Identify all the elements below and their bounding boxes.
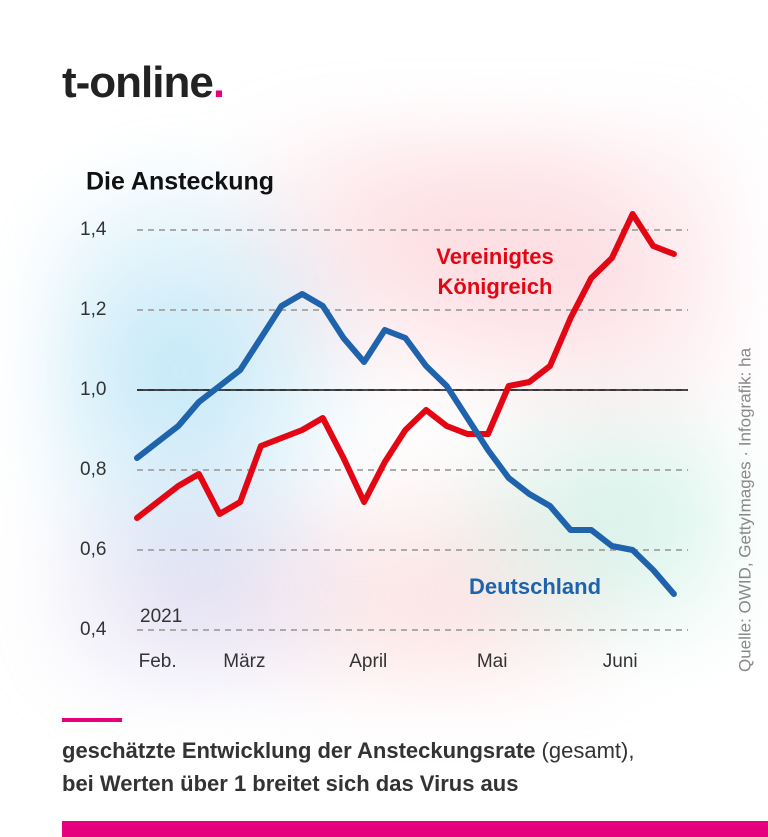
y-tick-label: 1,4 <box>80 219 107 240</box>
logo-dot: . <box>212 58 225 107</box>
y-tick-label: 0,6 <box>80 539 106 560</box>
series-label: Vereinigtes Königreich <box>436 244 554 299</box>
y-tick-label: 0,4 <box>80 619 107 640</box>
x-tick-label: Feb. <box>139 651 177 672</box>
footer-bar <box>62 821 768 837</box>
logo-text: t-online <box>62 58 214 107</box>
source: Quelle: OWID, GettyImages · Infografik: … <box>735 347 754 672</box>
caption-bold: geschätzte Entwicklung der Ansteckungsra… <box>62 738 536 763</box>
line-series <box>134 211 677 521</box>
y-tick-label: 0,8 <box>80 459 106 480</box>
logo: t-online. <box>62 58 225 108</box>
background <box>40 120 740 700</box>
y-tick-label: 1,2 <box>80 299 106 320</box>
y-tick-label: 1,0 <box>80 379 106 400</box>
x-tick-label: April <box>349 651 387 672</box>
chart-title: Die Ansteckung <box>86 168 274 196</box>
accent-line <box>62 718 122 722</box>
series-label: Deutschland <box>468 574 602 599</box>
caption-regular: (gesamt), <box>542 738 635 763</box>
line-series <box>134 291 677 597</box>
x-tick-label: Mai <box>477 651 508 672</box>
annotation: 2021 <box>140 606 182 627</box>
x-tick-label: März <box>223 651 265 672</box>
caption-line2: bei Werten über 1 breitet sich das Virus… <box>62 771 518 796</box>
caption: geschätzte Entwicklung der Ansteckungsra… <box>62 738 634 763</box>
x-tick-label: Juni <box>603 651 638 672</box>
